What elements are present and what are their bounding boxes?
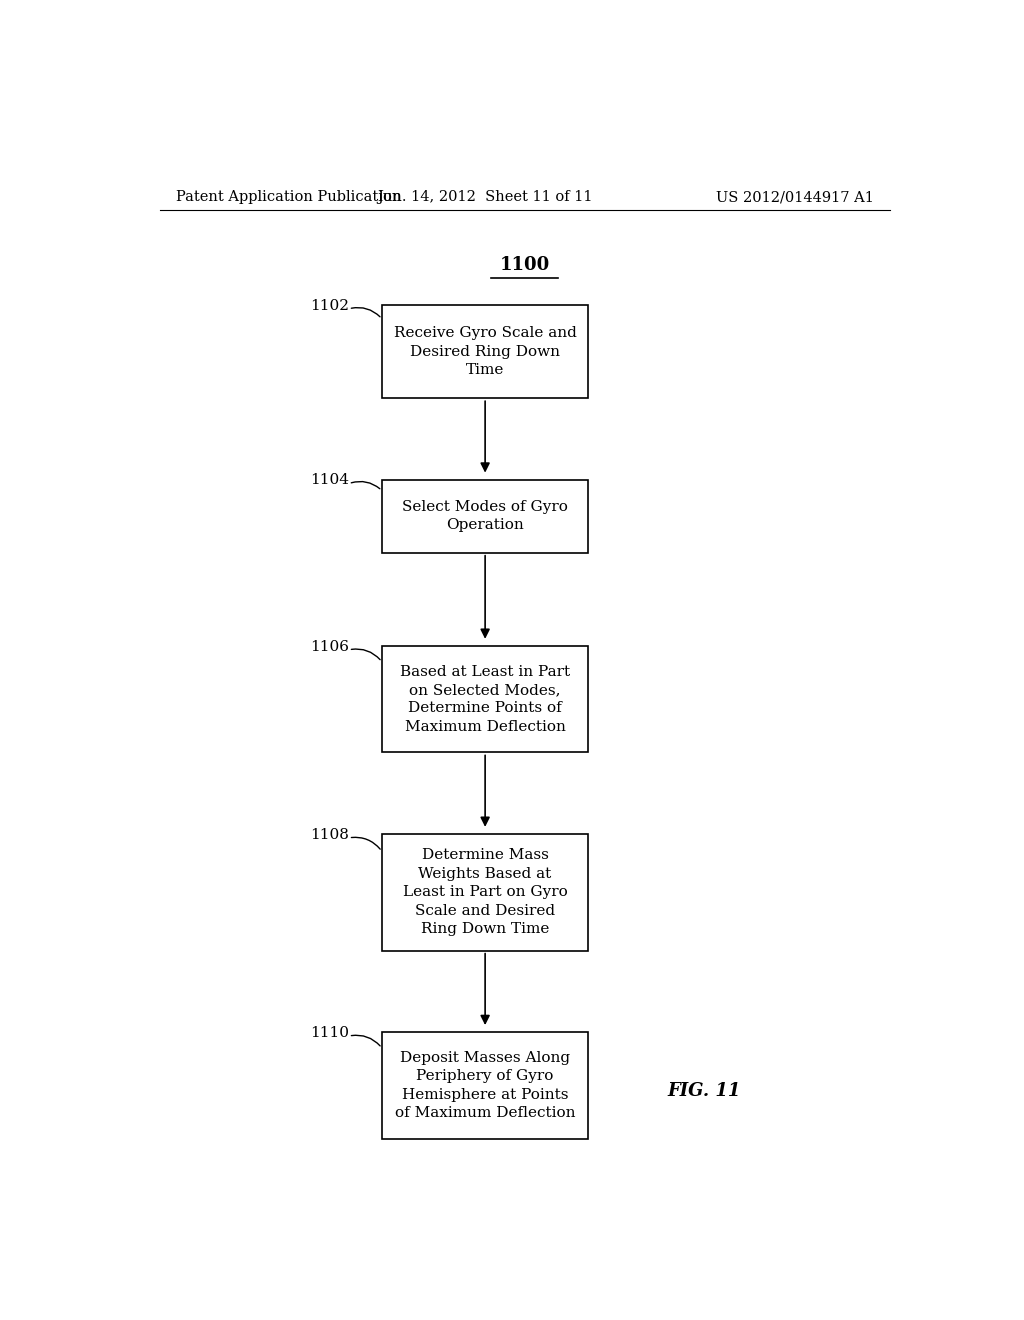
FancyBboxPatch shape <box>382 305 588 399</box>
FancyBboxPatch shape <box>382 1032 588 1139</box>
Text: Receive Gyro Scale and
Desired Ring Down
Time: Receive Gyro Scale and Desired Ring Down… <box>393 326 577 378</box>
Text: 1102: 1102 <box>310 298 349 313</box>
Text: FIG. 11: FIG. 11 <box>668 1082 741 1101</box>
Text: 1100: 1100 <box>500 256 550 275</box>
FancyBboxPatch shape <box>382 834 588 950</box>
Text: Based at Least in Part
on Selected Modes,
Determine Points of
Maximum Deflection: Based at Least in Part on Selected Modes… <box>400 664 570 734</box>
Text: Jun. 14, 2012  Sheet 11 of 11: Jun. 14, 2012 Sheet 11 of 11 <box>378 190 593 205</box>
Text: US 2012/0144917 A1: US 2012/0144917 A1 <box>716 190 873 205</box>
Text: 1106: 1106 <box>310 640 349 653</box>
FancyBboxPatch shape <box>382 479 588 553</box>
Text: Patent Application Publication: Patent Application Publication <box>176 190 401 205</box>
Text: 1108: 1108 <box>310 828 349 842</box>
Text: Determine Mass
Weights Based at
Least in Part on Gyro
Scale and Desired
Ring Dow: Determine Mass Weights Based at Least in… <box>402 849 567 936</box>
Text: 1110: 1110 <box>310 1026 349 1040</box>
Text: Deposit Masses Along
Periphery of Gyro
Hemisphere at Points
of Maximum Deflectio: Deposit Masses Along Periphery of Gyro H… <box>395 1051 575 1119</box>
Text: Select Modes of Gyro
Operation: Select Modes of Gyro Operation <box>402 500 568 532</box>
FancyBboxPatch shape <box>382 645 588 752</box>
Text: 1104: 1104 <box>310 474 349 487</box>
